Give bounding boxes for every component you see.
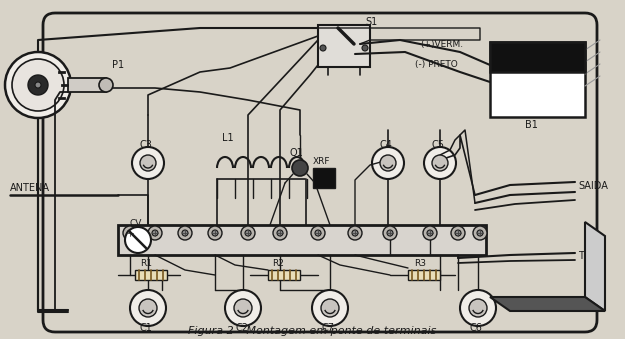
Text: (-) PRETO: (-) PRETO (415, 60, 458, 69)
Circle shape (473, 226, 487, 240)
Circle shape (432, 155, 448, 171)
Circle shape (225, 290, 261, 326)
Circle shape (312, 290, 348, 326)
Text: SAIDA: SAIDA (578, 181, 608, 191)
Text: ANTENA: ANTENA (10, 183, 50, 193)
Circle shape (362, 45, 368, 51)
Text: T: T (578, 251, 584, 261)
Polygon shape (585, 222, 605, 311)
Circle shape (28, 75, 48, 95)
Circle shape (208, 226, 222, 240)
Circle shape (455, 230, 461, 236)
Bar (318, 25, 370, 67)
Bar (268, 270, 300, 280)
Polygon shape (490, 297, 605, 311)
Text: P1: P1 (112, 60, 124, 70)
Circle shape (5, 52, 71, 118)
Circle shape (99, 78, 113, 92)
Circle shape (383, 226, 397, 240)
Bar (313, 168, 335, 188)
Circle shape (178, 226, 192, 240)
Text: R2: R2 (272, 259, 284, 268)
Text: R3: R3 (414, 259, 426, 268)
Circle shape (460, 290, 496, 326)
Circle shape (277, 230, 283, 236)
Text: C6: C6 (470, 323, 483, 333)
Circle shape (182, 230, 188, 236)
Circle shape (424, 147, 456, 179)
Text: Q1: Q1 (290, 148, 304, 158)
Circle shape (423, 226, 437, 240)
Circle shape (273, 226, 287, 240)
Circle shape (12, 59, 64, 111)
Circle shape (127, 230, 133, 236)
Text: R1: R1 (140, 259, 152, 268)
Circle shape (212, 230, 218, 236)
Text: C1: C1 (140, 323, 153, 333)
Circle shape (130, 290, 166, 326)
Text: C3: C3 (140, 140, 153, 150)
Bar (408, 270, 440, 280)
Text: L1: L1 (222, 133, 234, 143)
Circle shape (152, 230, 158, 236)
Bar (118, 225, 486, 255)
Circle shape (35, 82, 41, 88)
Circle shape (148, 226, 162, 240)
Circle shape (477, 230, 483, 236)
Circle shape (320, 45, 326, 51)
Circle shape (245, 230, 251, 236)
Circle shape (241, 226, 255, 240)
Circle shape (387, 230, 393, 236)
Bar (68, 78, 106, 92)
Circle shape (123, 226, 137, 240)
Text: CV: CV (130, 219, 142, 228)
Circle shape (372, 147, 404, 179)
Text: B1: B1 (525, 120, 538, 130)
Circle shape (125, 227, 151, 253)
Circle shape (292, 160, 308, 176)
Circle shape (348, 226, 362, 240)
Circle shape (140, 155, 156, 171)
Circle shape (352, 230, 358, 236)
Bar (135, 270, 167, 280)
Circle shape (321, 299, 339, 317)
Bar (490, 42, 585, 117)
Bar (490, 42, 585, 72)
Text: C2: C2 (235, 323, 248, 333)
Circle shape (311, 226, 325, 240)
Circle shape (234, 299, 252, 317)
Text: XRF: XRF (313, 158, 331, 166)
Circle shape (427, 230, 433, 236)
Text: S1: S1 (365, 17, 378, 27)
Text: C7: C7 (322, 323, 335, 333)
Circle shape (380, 155, 396, 171)
Circle shape (315, 230, 321, 236)
Text: (+)VERM.: (+)VERM. (420, 40, 463, 49)
Circle shape (139, 299, 157, 317)
Text: C4: C4 (380, 140, 393, 150)
Circle shape (469, 299, 487, 317)
Text: Figura 2 – Montagem em ponte de terminais: Figura 2 – Montagem em ponte de terminai… (188, 326, 437, 336)
Circle shape (451, 226, 465, 240)
Circle shape (132, 147, 164, 179)
Text: C5: C5 (432, 140, 445, 150)
